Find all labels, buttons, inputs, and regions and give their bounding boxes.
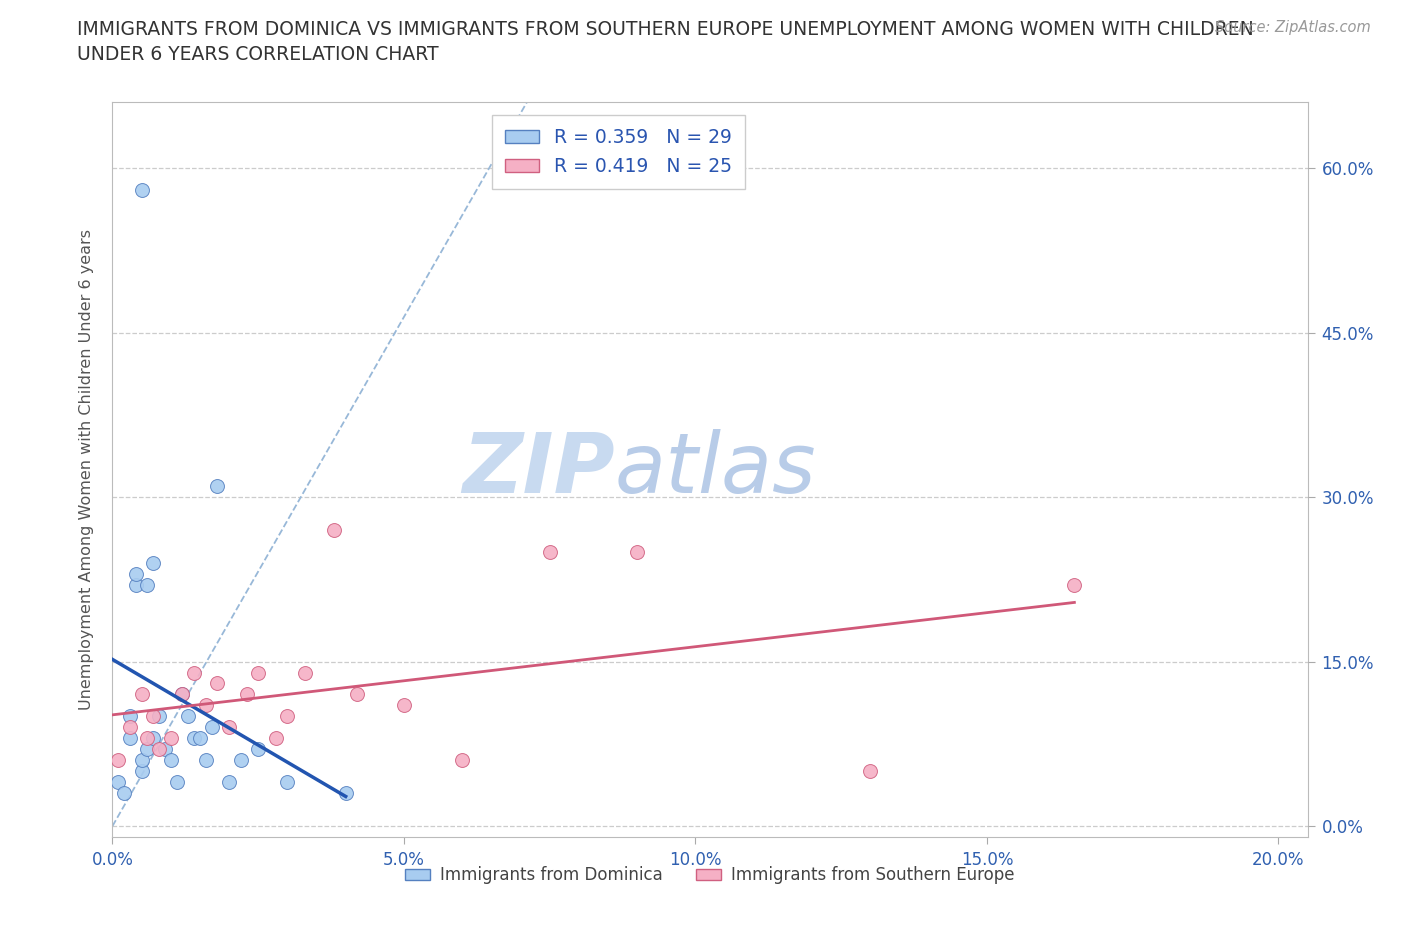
Point	[131, 764, 153, 778]
Point	[247, 665, 270, 680]
Point	[125, 566, 148, 581]
Point	[235, 687, 257, 702]
Point	[166, 775, 188, 790]
Point	[538, 544, 561, 559]
Point	[136, 742, 159, 757]
Point	[276, 775, 298, 790]
Point	[107, 752, 129, 767]
Text: ZIP: ZIP	[461, 429, 614, 511]
Text: IMMIGRANTS FROM DOMINICA VS IMMIGRANTS FROM SOUTHERN EUROPE UNEMPLOYMENT AMONG W: IMMIGRANTS FROM DOMINICA VS IMMIGRANTS F…	[77, 20, 1254, 39]
Point	[142, 555, 165, 570]
Point	[276, 709, 298, 724]
Point	[200, 720, 222, 735]
Point	[131, 687, 153, 702]
Point	[294, 665, 316, 680]
Point	[153, 742, 176, 757]
Point	[142, 709, 165, 724]
Y-axis label: Unemployment Among Women with Children Under 6 years: Unemployment Among Women with Children U…	[79, 229, 94, 711]
Point	[451, 752, 474, 767]
Text: atlas: atlas	[614, 429, 815, 511]
Point	[218, 720, 240, 735]
Point	[159, 752, 181, 767]
Point	[118, 720, 141, 735]
Text: Source: ZipAtlas.com: Source: ZipAtlas.com	[1215, 20, 1371, 35]
Point	[264, 731, 287, 746]
Point	[107, 775, 129, 790]
Point	[148, 709, 170, 724]
Point	[125, 578, 148, 592]
Point	[392, 698, 415, 713]
Point	[346, 687, 368, 702]
Point	[626, 544, 648, 559]
Point	[207, 676, 229, 691]
Point	[247, 742, 270, 757]
Legend: Immigrants from Dominica, Immigrants from Southern Europe: Immigrants from Dominica, Immigrants fro…	[398, 859, 1022, 891]
Point	[229, 752, 252, 767]
Point	[118, 709, 141, 724]
Point	[177, 709, 200, 724]
Point	[172, 687, 194, 702]
Point	[183, 731, 205, 746]
Point	[112, 786, 135, 801]
Point	[131, 752, 153, 767]
Point	[194, 752, 217, 767]
Point	[172, 687, 194, 702]
Point	[142, 731, 165, 746]
Point	[207, 479, 229, 494]
Point	[218, 775, 240, 790]
Point	[148, 742, 170, 757]
Point	[183, 665, 205, 680]
Point	[335, 786, 357, 801]
Point	[1063, 578, 1085, 592]
Point	[188, 731, 211, 746]
Point	[194, 698, 217, 713]
Point	[159, 731, 181, 746]
Point	[118, 731, 141, 746]
Point	[131, 182, 153, 197]
Point	[323, 523, 346, 538]
Point	[136, 578, 159, 592]
Point	[136, 731, 159, 746]
Text: UNDER 6 YEARS CORRELATION CHART: UNDER 6 YEARS CORRELATION CHART	[77, 45, 439, 63]
Point	[859, 764, 882, 778]
